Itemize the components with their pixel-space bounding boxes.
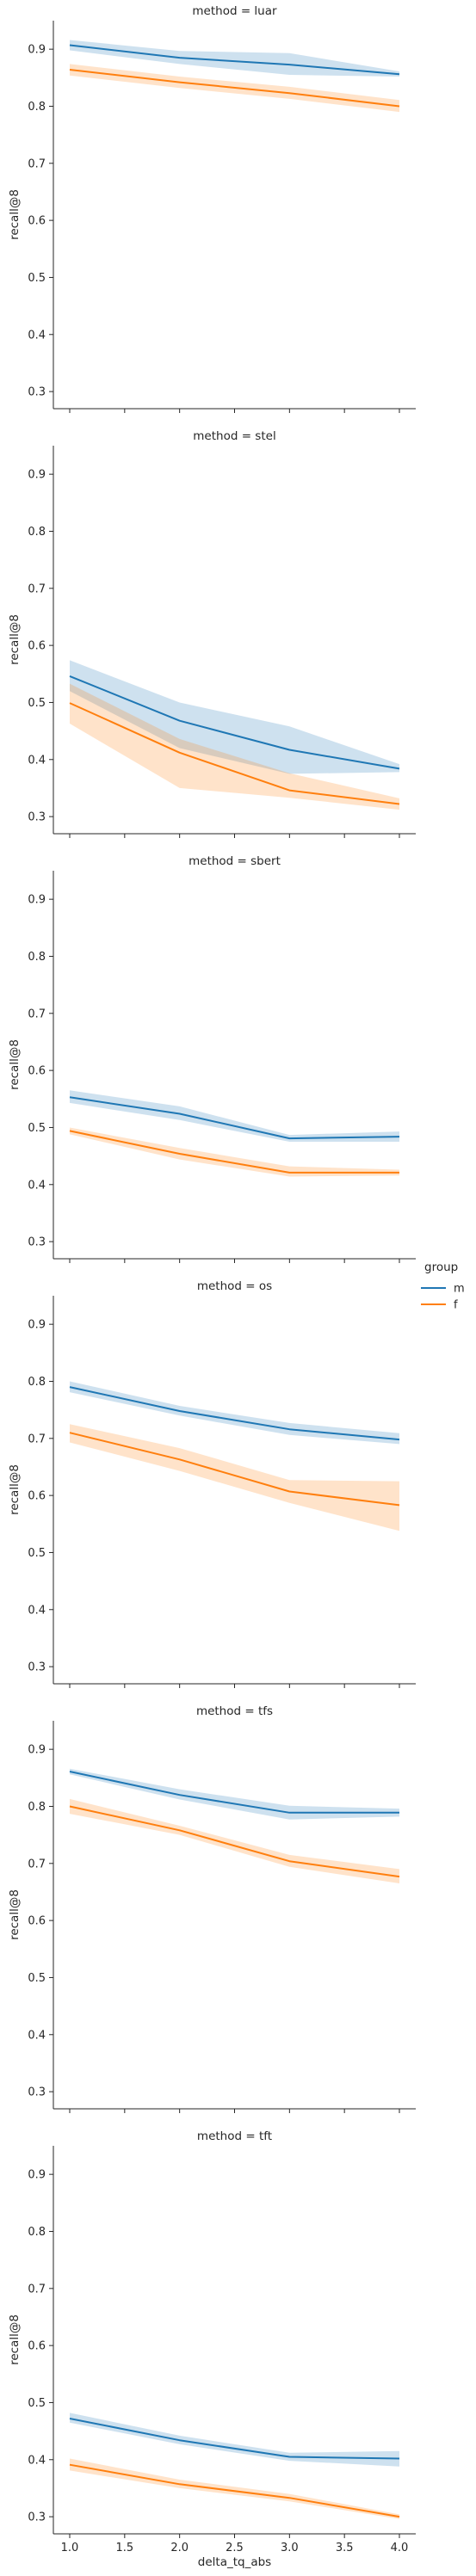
y-axis-label: recall@8 — [8, 2314, 22, 2365]
series-line-f — [69, 69, 400, 108]
y-tick-label: 0.3 — [28, 386, 46, 399]
y-tick-label: 0.5 — [28, 1547, 46, 1560]
y-axis-label: recall@8 — [8, 1464, 22, 1515]
confidence-band-m — [70, 2413, 399, 2467]
legend-label-f: f — [454, 1299, 458, 1312]
facet-panel-6: method = tft 0.3 0.4 0.5 0.6 0.7 0.8 0.9 1.0 1.5 2… — [8, 2129, 416, 2569]
y-tick-label: 0.7 — [28, 1433, 46, 1445]
x-tick-label: 3.0 — [281, 2542, 299, 2554]
y-axis-label: recall@8 — [8, 614, 22, 665]
confidence-band-m — [70, 1381, 399, 1445]
x-axis-label: delta_tq_abs — [198, 2555, 271, 2569]
y-axis-label: recall@8 — [8, 189, 22, 240]
y-tick-label: 0.5 — [28, 272, 46, 285]
y-axis-label: recall@8 — [8, 1039, 22, 1090]
y-tick-label: 0.4 — [28, 2029, 46, 2042]
facet-title: method = tft — [197, 2129, 272, 2143]
series-line-m — [69, 1386, 400, 1441]
y-tick-label: 0.8 — [28, 951, 46, 964]
facet-title: method = luar — [192, 4, 277, 18]
x-tick-label: 4.0 — [391, 2542, 409, 2554]
series-line-f — [69, 2463, 400, 2518]
series-line-f — [69, 1432, 400, 1507]
y-tick-label: 0.4 — [28, 2454, 46, 2467]
facet-title: method = stel — [193, 429, 275, 443]
facet-title: method = sbert — [189, 854, 281, 868]
confidence-band-f — [70, 1424, 399, 1531]
y-tick-label: 0.6 — [28, 2340, 46, 2353]
y-tick-label: 0.9 — [28, 1744, 46, 1757]
y-tick-label: 0.9 — [28, 1319, 46, 1332]
x-tick-label: 2.0 — [170, 2542, 189, 2554]
y-tick-label: 0.4 — [28, 1179, 46, 1192]
y-tick-label: 0.6 — [28, 215, 46, 228]
y-axis-label: recall@8 — [8, 1889, 22, 1940]
y-tick-label: 0.6 — [28, 1490, 46, 1503]
y-tick-label: 0.9 — [28, 44, 46, 57]
y-tick-label: 0.7 — [28, 1008, 46, 1020]
x-tick-label: 3.5 — [336, 2542, 354, 2554]
y-tick-label: 0.4 — [28, 1604, 46, 1617]
legend-label-m: m — [454, 1283, 465, 1296]
y-tick-label: 0.3 — [28, 2086, 46, 2099]
series-line-m — [69, 1096, 400, 1140]
y-tick-label: 0.3 — [28, 2511, 46, 2524]
y-tick-label: 0.4 — [28, 329, 46, 342]
y-tick-label: 0.6 — [28, 1915, 46, 1928]
confidence-band-f — [70, 1127, 399, 1177]
y-tick-label: 0.5 — [28, 2397, 46, 2410]
y-tick-label: 0.3 — [28, 1661, 46, 1674]
facet-panel-3: method = sbert 0.3 0.4 0.5 0.6 0.7 0.8 0.9 recal… — [8, 854, 416, 1263]
y-tick-label: 0.7 — [28, 582, 46, 595]
y-tick-label: 0.7 — [28, 157, 46, 170]
y-tick-label: 0.5 — [28, 697, 46, 710]
x-tick-label: 1.5 — [115, 2542, 133, 2554]
confidence-band-f — [70, 1798, 399, 1883]
facet-title: method = tfs — [196, 1704, 273, 1718]
y-tick-label: 0.8 — [28, 526, 46, 539]
confidence-band-m — [70, 660, 399, 774]
series-line-m — [69, 2418, 400, 2460]
series-line-m — [69, 1771, 399, 1814]
confidence-band-f — [70, 2458, 399, 2519]
y-tick-label: 0.8 — [28, 1801, 46, 1814]
facet-title: method = os — [197, 1279, 272, 1293]
series-line-f — [69, 702, 400, 805]
x-tick-label: 2.5 — [226, 2542, 244, 2554]
legend: group mf — [421, 1260, 465, 1312]
confidence-band-m — [70, 1768, 399, 1820]
series-line-m — [69, 675, 400, 770]
y-tick-label: 0.4 — [28, 754, 46, 767]
series-line-f — [69, 1805, 400, 1878]
y-tick-label: 0.3 — [28, 1236, 46, 1249]
y-tick-label: 0.6 — [28, 1065, 46, 1078]
series-line-f — [69, 1130, 399, 1174]
facet-panel-5: method = tfs 0.3 0.4 0.5 0.6 0.7 0.8 0.9 recall@… — [8, 1704, 416, 2113]
facet-panel-1: method = luar 0.3 0.4 0.5 0.6 0.7 0.8 0.9 recall… — [8, 4, 416, 413]
series-line-m — [69, 44, 400, 76]
y-tick-label: 0.6 — [28, 640, 46, 653]
y-tick-label: 0.8 — [28, 1376, 46, 1389]
facet-panel-4: method = os 0.3 0.4 0.5 0.6 0.7 0.8 0.9 recall@8 — [8, 1279, 416, 1688]
y-tick-label: 0.9 — [28, 894, 46, 907]
y-tick-label: 0.7 — [28, 1858, 46, 1870]
y-tick-label: 0.5 — [28, 1972, 46, 1985]
y-tick-label: 0.7 — [28, 2283, 46, 2296]
y-tick-label: 0.9 — [28, 2169, 46, 2182]
y-tick-label: 0.8 — [28, 2226, 46, 2239]
y-tick-label: 0.5 — [28, 1122, 46, 1135]
y-tick-label: 0.9 — [28, 469, 46, 482]
legend-title: group — [424, 1260, 458, 1274]
facet-panel-2: method = stel 0.3 0.4 0.5 0.6 0.7 0.8 0.9 recall… — [8, 429, 416, 838]
y-tick-label: 0.3 — [28, 811, 46, 824]
confidence-band-f — [70, 683, 399, 810]
confidence-band-m — [70, 1090, 399, 1142]
x-tick-label: 1.0 — [61, 2542, 79, 2554]
y-tick-label: 0.8 — [28, 101, 46, 114]
